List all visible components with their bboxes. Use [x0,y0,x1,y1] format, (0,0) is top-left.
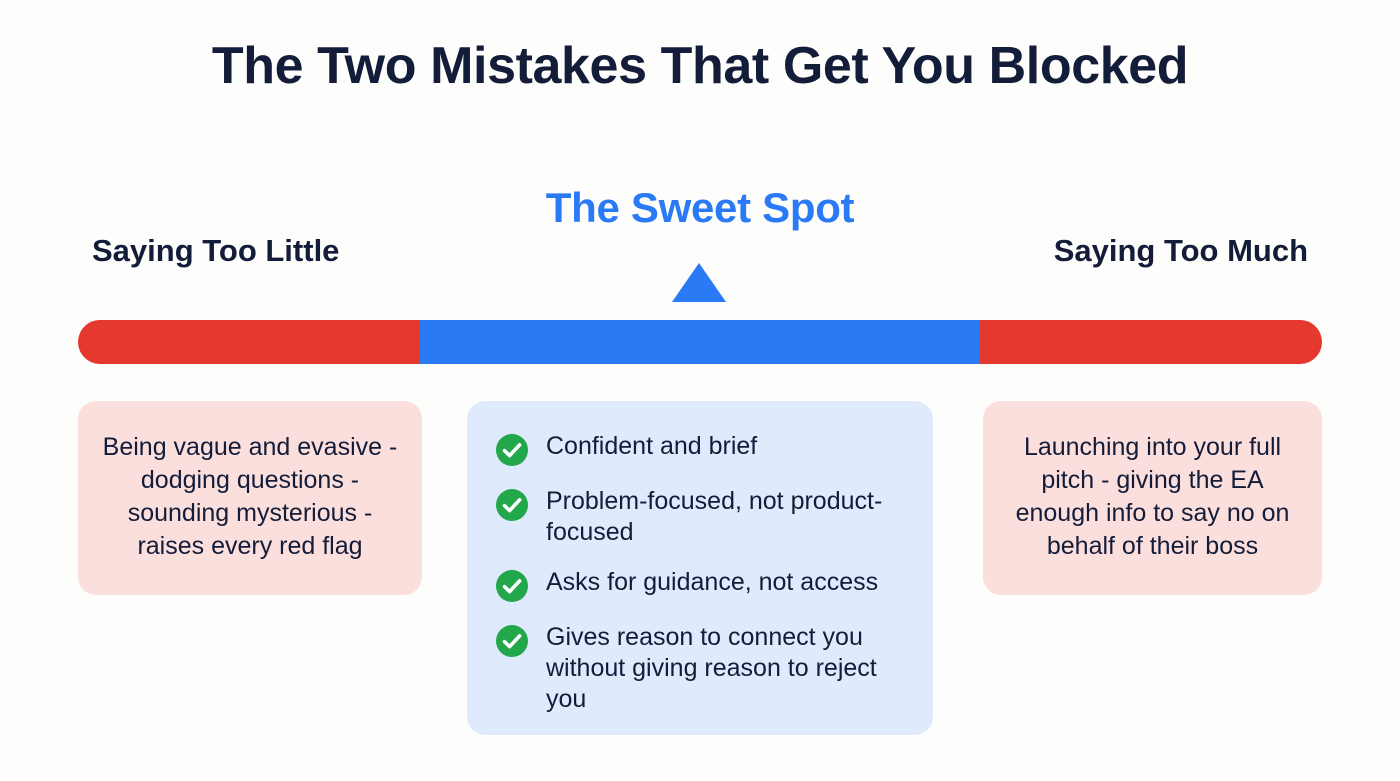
check-circle-icon [495,488,529,522]
list-item: Problem-focused, not product-focused [495,486,905,548]
saying-too-little-card: Being vague and evasive - dodging questi… [78,401,422,595]
list-item-label: Problem-focused, not product-focused [546,487,883,546]
up-triangle-icon [672,263,726,302]
sweet-spot-check-list: Confident and brief Problem-focused, not … [495,431,905,715]
list-item-label: Gives reason to connect you without givi… [546,623,877,713]
list-item: Confident and brief [495,431,905,467]
list-item: Gives reason to connect you without givi… [495,622,905,715]
check-circle-icon [495,433,529,467]
list-item: Asks for guidance, not access [495,567,905,603]
saying-too-much-label: Saying Too Much [1053,233,1308,268]
spectrum-segment-too-much [980,320,1322,364]
list-item-label: Asks for guidance, not access [546,568,879,596]
check-circle-icon [495,569,529,603]
list-item-label: Confident and brief [546,432,758,460]
saying-too-little-label: Saying Too Little [92,233,340,268]
page-title: The Two Mistakes That Get You Blocked [211,37,1189,95]
check-circle-icon [495,624,529,658]
saying-too-much-card: Launching into your full pitch - giving … [983,401,1322,595]
sweet-spot-label: The Sweet Spot [545,184,855,231]
saying-too-little-card-text: Being vague and evasive - dodging questi… [102,433,398,560]
saying-too-much-card-text: Launching into your full pitch - giving … [1015,433,1290,560]
spectrum-segment-sweet-spot [420,320,980,364]
spectrum-segment-too-little [78,320,420,364]
sweet-spot-card: Confident and brief Problem-focused, not … [467,401,933,735]
spectrum-bar [78,320,1322,364]
